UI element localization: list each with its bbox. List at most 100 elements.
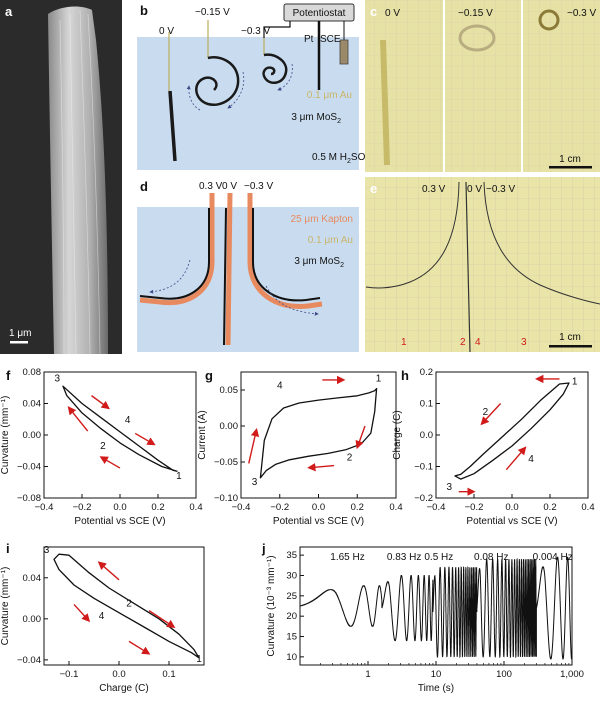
- panel-d: d 0.3 V 0 V −0.3 V 25 μm Kapton 0.1 μm A…: [137, 179, 359, 352]
- panel-e: e 0.3 V 0 V −0.3 V 1 2 4 3 1 cm: [365, 177, 600, 353]
- direction-arrow: [128, 640, 151, 655]
- photo-e-number-4: 4: [475, 337, 481, 348]
- sem-scale-bar: [10, 341, 28, 344]
- y-tick-label: 0.1: [420, 399, 433, 410]
- direction-arrow: [73, 603, 91, 623]
- frequency-label: 0.004 Hz: [533, 552, 573, 563]
- sequence-label: 3: [55, 373, 61, 384]
- panel-letter-b: b: [140, 3, 148, 18]
- curl-arrow-2: [186, 85, 201, 111]
- direction-arrow: [67, 406, 89, 432]
- sequence-label: 2: [483, 407, 489, 418]
- kapton-strip-p03v: [139, 193, 215, 306]
- panel-letter-d: d: [140, 179, 148, 194]
- photo-c-scale-label: 1 cm: [559, 154, 581, 165]
- photo-e-label-m03v: −0.3 V: [486, 184, 516, 195]
- photo-strip-flat: [380, 40, 390, 165]
- photo-strip-tight-curl: [538, 9, 560, 31]
- series-line: [53, 553, 200, 659]
- x-tick-label: 100: [496, 669, 512, 680]
- y-tick-label: 0.04: [23, 573, 42, 584]
- plot-frame: [43, 546, 205, 666]
- photo-strip-p03v: [365, 181, 460, 289]
- sequence-label: 3: [44, 545, 50, 556]
- potentiostat-label: Potentiostat: [293, 8, 346, 19]
- x-axis-label: Charge (C): [99, 683, 148, 694]
- sequence-label: 1: [176, 471, 182, 482]
- sem-scale-label: 1 μm: [9, 328, 31, 339]
- voltage-label-m03v: −0.3 V: [241, 26, 271, 37]
- chart-i: i −0.1 0.0 0.1 −0.04 0.00 0.04 Charge (C) Curvat…: [0, 541, 205, 694]
- y-tick-label: −0.2: [414, 493, 433, 504]
- sequence-label: 1: [376, 373, 382, 384]
- y-tick-label: 0.00: [220, 421, 239, 432]
- x-tick-label: 0.2: [351, 502, 364, 513]
- panel-letter-e: e: [370, 181, 377, 196]
- x-tick-label: 0.4: [389, 502, 402, 513]
- direction-arrow: [91, 395, 110, 410]
- sequence-label: 4: [277, 381, 283, 392]
- strip-0v: [168, 90, 177, 162]
- photo-c-scale-bar: [549, 166, 592, 169]
- y-tick-label: −0.04: [17, 462, 41, 473]
- sequence-label: 4: [99, 611, 105, 622]
- plot-frame: [43, 371, 197, 499]
- voltage-label-0v-d: 0 V: [222, 181, 237, 192]
- kapton-layer-label: 25 μm Kapton: [291, 214, 353, 225]
- photo-c-label-m03v: −0.3 V: [567, 8, 597, 19]
- photo-e-scale-label: 1 cm: [559, 332, 581, 343]
- series-line: [62, 385, 178, 472]
- x-tick-label: 0.0: [505, 502, 518, 513]
- curl-arrow-3: [277, 63, 293, 91]
- x-tick-label: −0.2: [73, 502, 92, 513]
- direction-arrow: [99, 456, 121, 469]
- x-tick-label: 0.0: [112, 669, 125, 680]
- y-tick-label: 0.05: [220, 385, 239, 396]
- wire-we: [263, 21, 291, 38]
- voltage-label-p03v-d: 0.3 V: [199, 181, 223, 192]
- photo-strip-curl: [458, 24, 496, 52]
- photo-strip-m03v: [483, 181, 600, 305]
- y-tick-label: 0.2: [420, 367, 433, 378]
- y-tick-label: −0.04: [17, 655, 41, 666]
- photo-e-number-1: 1: [401, 337, 407, 348]
- x-axis-label: Potential vs SCE (V): [466, 516, 557, 527]
- direction-arrow: [148, 610, 176, 628]
- x-tick-label: −0.4: [427, 502, 446, 513]
- photo-c-label-m015v: −0.15 V: [458, 8, 493, 19]
- y-tick-label: 15: [286, 632, 297, 643]
- au-layer-label-d: 0.1 μm Au: [308, 235, 353, 246]
- x-axis-label: Potential vs SCE (V): [273, 516, 364, 527]
- y-tick-label: −0.1: [414, 462, 433, 473]
- photo-e-number-2: 2: [460, 337, 466, 348]
- direction-arrow: [355, 425, 366, 450]
- frequency-label: 0.08 Hz: [474, 552, 508, 563]
- sequence-label: 4: [528, 454, 534, 465]
- x-tick-label: 10: [431, 669, 442, 680]
- sequence-label: 3: [252, 477, 258, 488]
- direction-arrow: [480, 403, 502, 426]
- x-tick-label: 0.0: [113, 502, 126, 513]
- x-axis-label: Time (s): [418, 683, 454, 694]
- voltage-label-0v: 0 V: [159, 26, 174, 37]
- photo-e-number-3: 3: [521, 337, 527, 348]
- photo-e-label-0v: 0 V: [467, 184, 482, 195]
- photo-strip-0v: [465, 181, 471, 353]
- chart-f: f −0.4 −0.2 0.0 0.2 0.4 −0.08 −0.04 0.00 0.04 0.08…: [0, 367, 203, 527]
- direction-arrow: [505, 446, 527, 471]
- panel-letter-a: a: [5, 4, 13, 19]
- panel-letter-c: c: [370, 4, 377, 19]
- y-tick-label: 20: [286, 611, 297, 622]
- photo-e-scale-bar: [549, 345, 592, 348]
- curvature-trace: [299, 556, 573, 660]
- panel-letter-g: g: [205, 368, 213, 383]
- series-line: [259, 387, 378, 479]
- x-tick-label: −0.4: [232, 502, 251, 513]
- y-tick-label: −0.08: [17, 493, 41, 504]
- spiral-m015v: [195, 56, 240, 107]
- sce-label: SCE: [320, 34, 341, 45]
- x-tick-label: 0.4: [581, 502, 594, 513]
- bend-arrow-right: [265, 285, 319, 316]
- photo-c-label-0v: 0 V: [385, 8, 400, 19]
- photo-e-label-p03v: 0.3 V: [422, 184, 446, 195]
